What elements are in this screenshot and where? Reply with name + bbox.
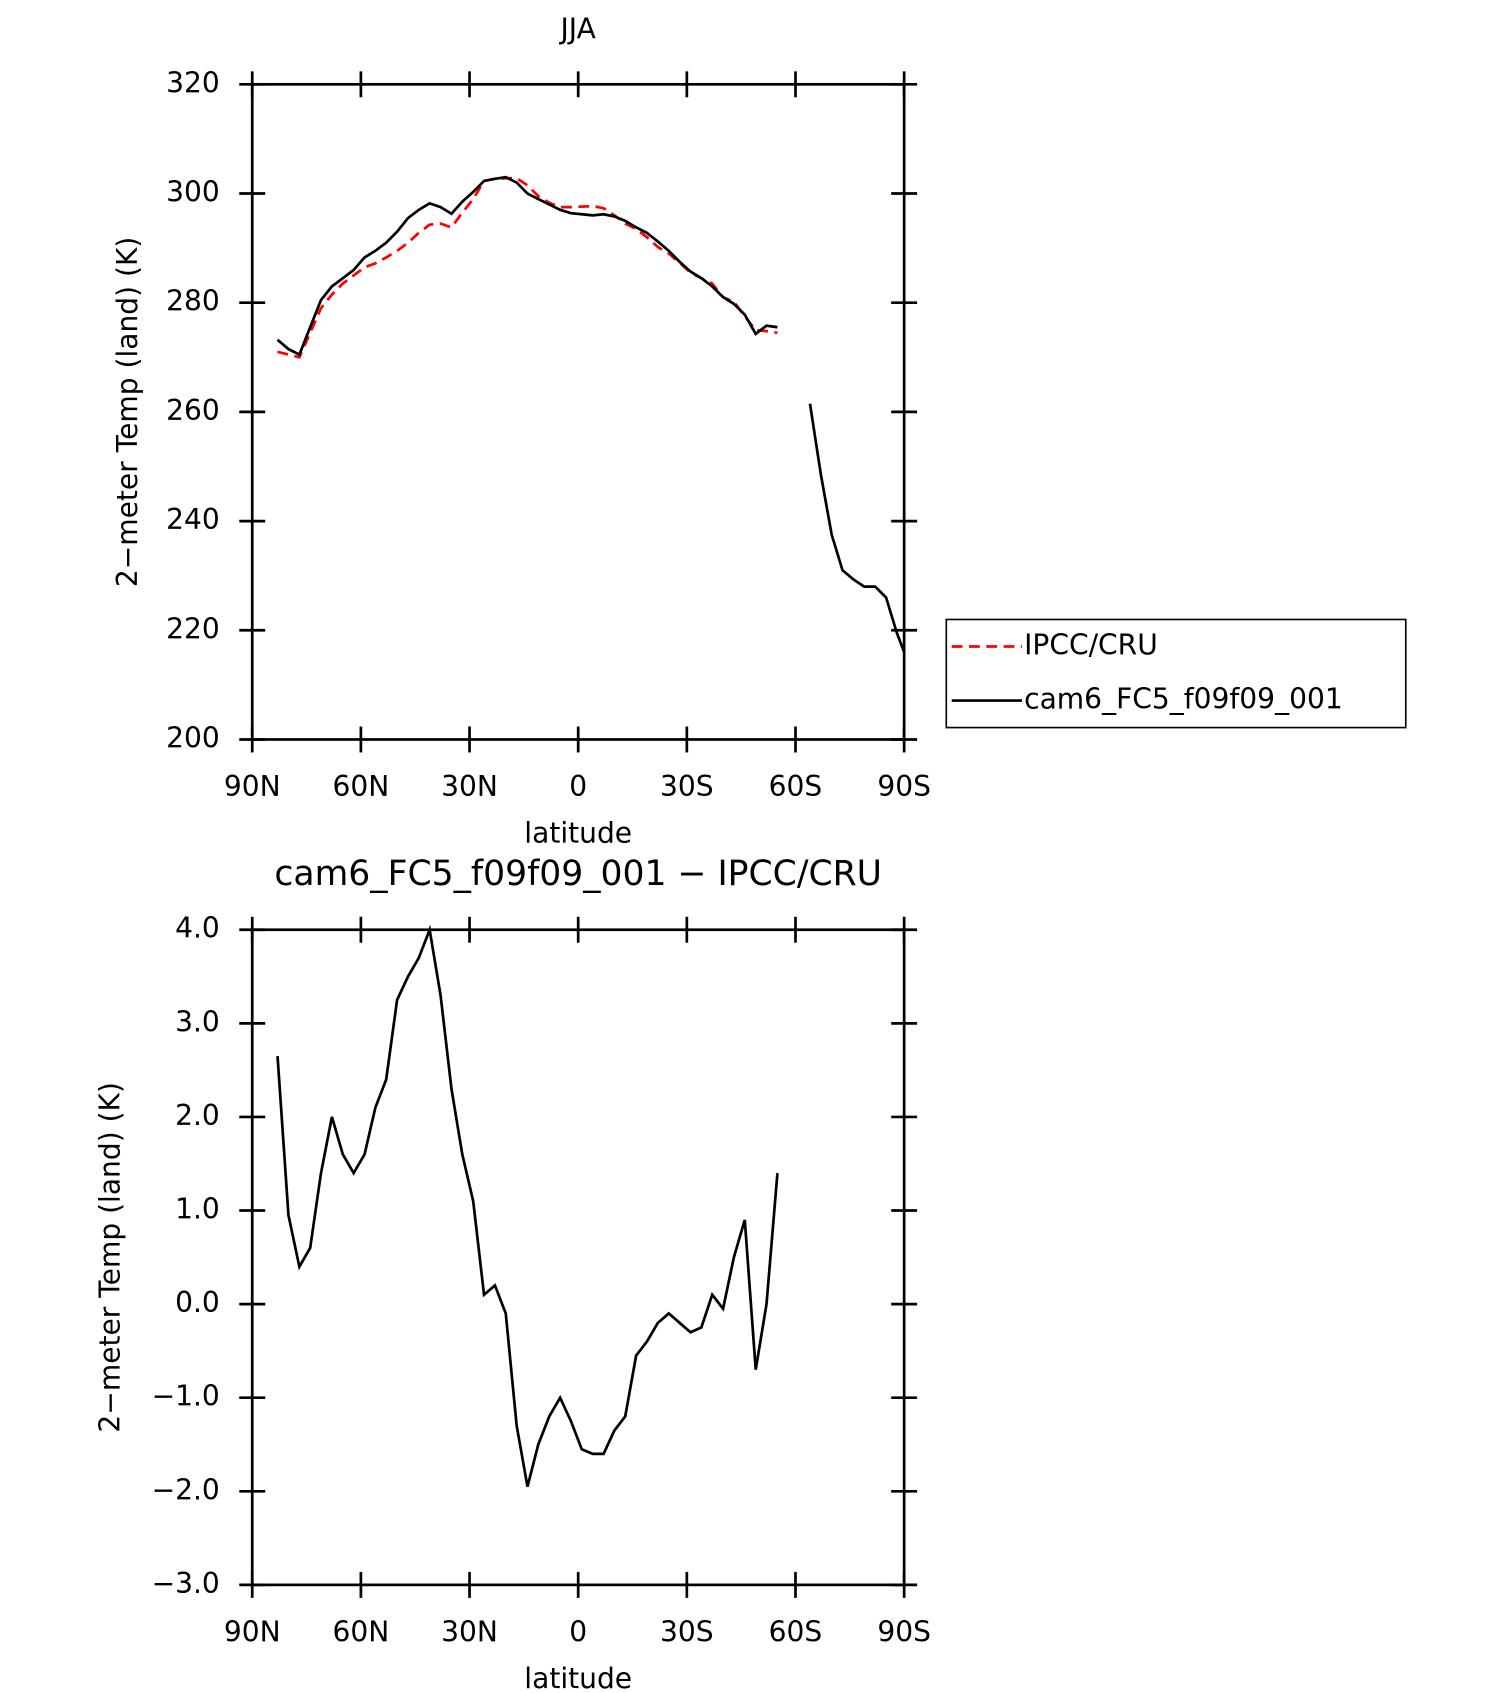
x-axis-label: latitude: [524, 817, 632, 850]
y-tick-label: 220: [166, 612, 220, 645]
y-tick-label: 300: [166, 176, 220, 209]
y-tick-label: 320: [166, 66, 220, 99]
x-tick-label: 60S: [769, 770, 823, 803]
y-axis-label: 2−meter Temp (land) (K): [111, 237, 144, 587]
y-tick-label: 1.0: [175, 1193, 220, 1226]
y-tick-label: 0.0: [175, 1286, 220, 1319]
x-tick-label: 0: [569, 770, 587, 803]
data-line: [276, 175, 906, 653]
x-tick-label: 60N: [333, 770, 390, 803]
y-tick-label: 4.0: [175, 912, 220, 945]
x-tick-label: 90N: [224, 770, 281, 803]
legend-box: [945, 618, 1407, 729]
x-tick-label: 60S: [769, 1616, 823, 1649]
plot-frame: [250, 928, 906, 1587]
x-tick-label: 0: [569, 1616, 587, 1649]
y-tick-label: 3.0: [175, 1005, 220, 1038]
x-tick-label: 30N: [441, 1616, 498, 1649]
plot-frame: [250, 82, 906, 741]
chart-title: JJA: [559, 12, 596, 45]
y-axis-label: 2−meter Temp (land) (K): [94, 1082, 127, 1433]
legend-label: IPCC/CRU: [1024, 628, 1158, 661]
legend-label: cam6_FC5_f09f09_001: [1024, 683, 1343, 716]
chart-title: cam6_FC5_f09f09_001 − IPCC/CRU: [274, 854, 882, 894]
y-tick-label: −3.0: [152, 1567, 220, 1600]
x-tick-label: 30S: [660, 1616, 714, 1649]
y-tick-label: 240: [166, 503, 220, 536]
x-tick-label: 60N: [333, 1616, 390, 1649]
x-tick-label: 90S: [877, 770, 931, 803]
y-tick-label: 280: [166, 285, 220, 318]
x-tick-label: 30S: [660, 770, 714, 803]
y-tick-label: 260: [166, 394, 220, 427]
x-tick-label: 30N: [441, 770, 498, 803]
y-tick-label: −1.0: [152, 1380, 220, 1413]
y-tick-label: −2.0: [152, 1473, 220, 1506]
y-tick-label: 200: [166, 721, 220, 754]
data-line: [277, 176, 778, 359]
data-line: [276, 924, 779, 1487]
x-axis-label: latitude: [524, 1662, 632, 1693]
y-tick-label: 2.0: [175, 1099, 220, 1132]
x-tick-label: 90N: [224, 1616, 281, 1649]
x-tick-label: 90S: [877, 1616, 931, 1649]
